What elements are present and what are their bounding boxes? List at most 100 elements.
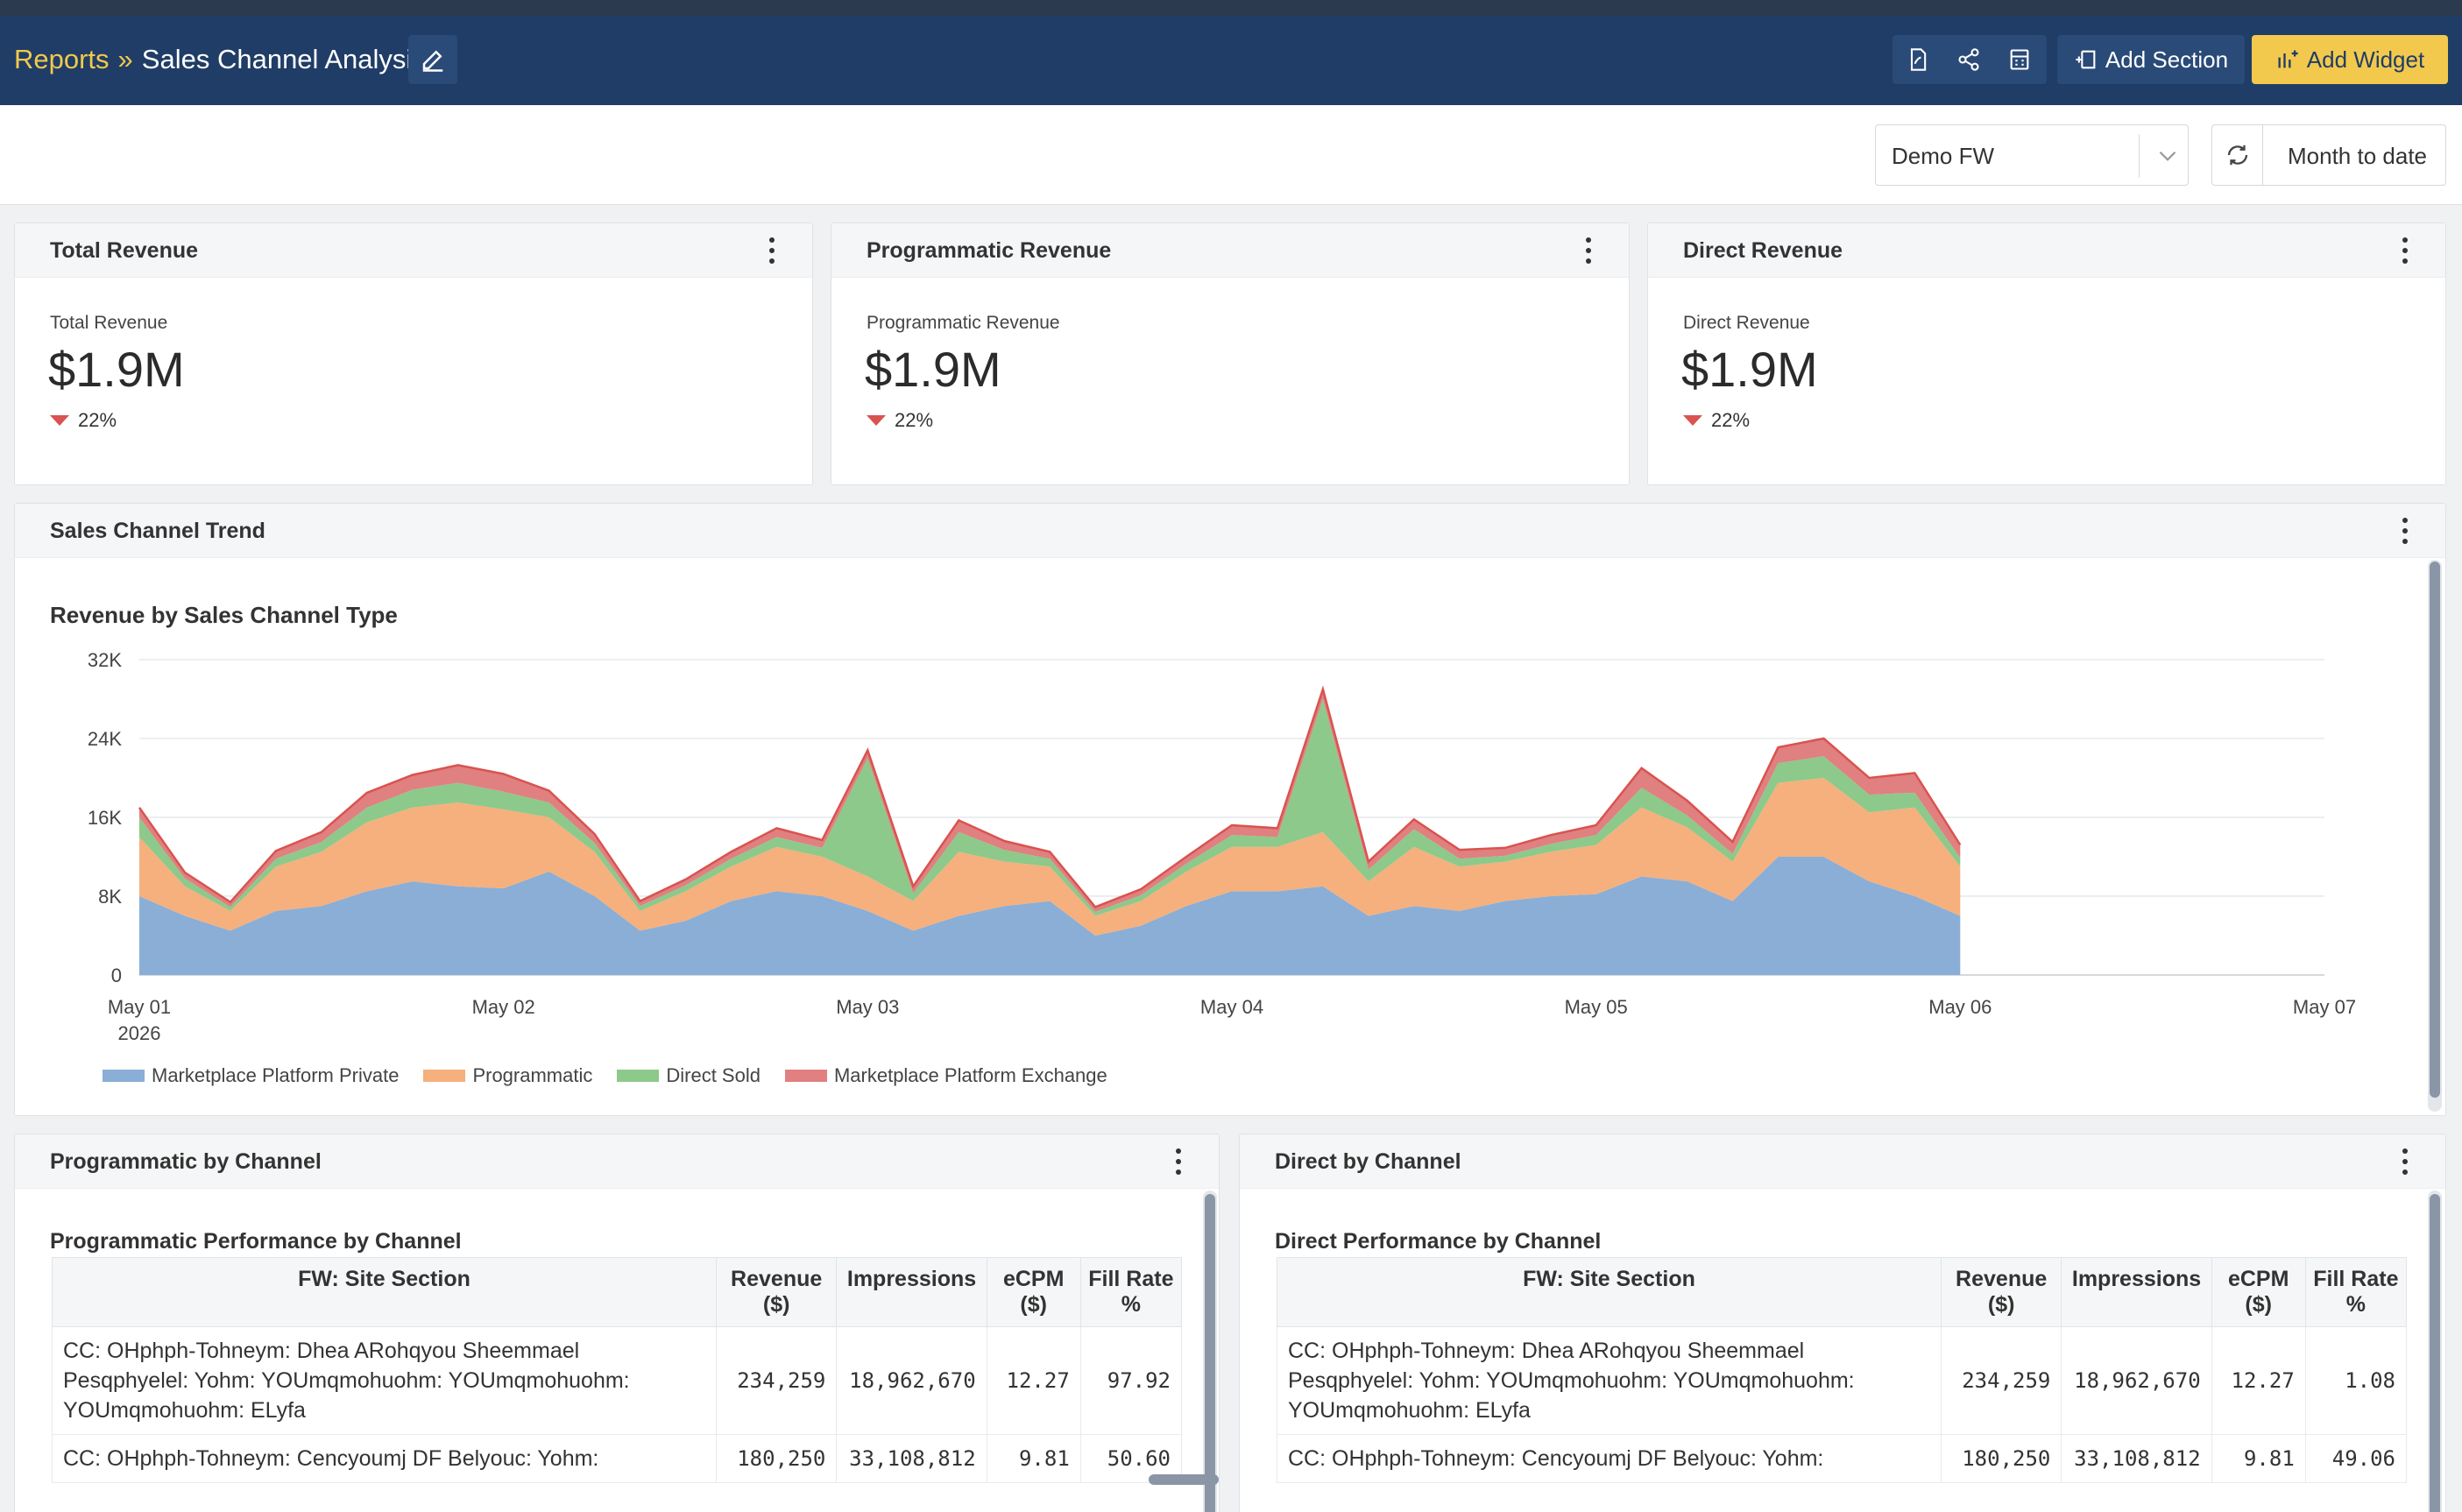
kebab-icon[interactable] [2400, 237, 2410, 264]
legend-item-programmatic[interactable]: Programmatic [423, 1064, 592, 1087]
table-horizontal-scrollbar[interactable] [1149, 1474, 1219, 1485]
table-row[interactable]: CC: OHphph-Tohneym: Cencyoumj DF Belyouc… [52, 1434, 1183, 1483]
direct-card-scrollbar[interactable] [2428, 1191, 2442, 1512]
cell-site-section: CC: OHphph-Tohneym: Cencyoumj DF Belyouc… [52, 1434, 717, 1483]
area-top-outline [138, 685, 1962, 908]
edit-title-button[interactable] [408, 35, 457, 84]
cell-ecpm: 12.27 [986, 1326, 1081, 1435]
kpi-change: 22% [50, 409, 117, 432]
add-widget-button[interactable]: Add Widget [2252, 35, 2448, 84]
cell-ecpm: 9.81 [986, 1434, 1081, 1483]
area-programmatic [139, 778, 1961, 936]
area-private [139, 857, 1961, 975]
x-tick-sublabel: 2026 [118, 1022, 161, 1044]
breadcrumb-reports-link[interactable]: Reports [14, 44, 110, 74]
down-triangle-icon [867, 415, 886, 426]
legend-swatch [617, 1070, 660, 1082]
kpi-card-total-revenue: Total Revenue Total Revenue $1.9M 22% [14, 223, 813, 485]
legend-swatch [103, 1070, 145, 1082]
kpi-label: Total Revenue [50, 313, 168, 333]
direct-by-channel-card: Direct by Channel Direct Performance by … [1239, 1134, 2446, 1512]
card-header: Direct by Channel [1240, 1134, 2445, 1189]
share-button[interactable] [1943, 35, 1994, 84]
page-title: Sales Channel Analysis [141, 44, 426, 74]
refresh-button[interactable] [2212, 125, 2263, 185]
card-title: Programmatic Revenue [867, 238, 1112, 263]
legend-item-exchange[interactable]: Marketplace Platform Exchange [784, 1064, 1107, 1087]
table-row[interactable]: CC: OHphph-Tohneym: Dhea ARohqyou Sheemm… [52, 1326, 1183, 1435]
legend-item-direct-sold[interactable]: Direct Sold [617, 1064, 761, 1087]
network-select-value: Demo FW [1892, 143, 1994, 169]
cell-fill-rate: 49.06 [2304, 1434, 2408, 1483]
programmatic-card-scrollbar[interactable] [1203, 1191, 1217, 1512]
legend-swatch [784, 1070, 827, 1082]
column-header-ecpm[interactable]: eCPM ($) [2211, 1257, 2306, 1327]
cell-site-section: CC: OHphph-Tohneym: Cencyoumj DF Belyouc… [1277, 1434, 1942, 1483]
table-row[interactable]: CC: OHphph-Tohneym: Dhea ARohqyou Sheemm… [1277, 1326, 2408, 1435]
table-header-row: FW: Site Section Revenue ($) Impressions… [52, 1257, 1183, 1327]
kpi-change: 22% [867, 409, 933, 432]
calculator-button[interactable] [1994, 35, 2045, 84]
legend-swatch [423, 1070, 466, 1082]
pdf-icon [1910, 48, 1927, 71]
kebab-icon[interactable] [1583, 237, 1594, 264]
cell-revenue: 234,259 [715, 1326, 838, 1435]
column-header-fill-rate[interactable]: Fill Rate % [2304, 1257, 2408, 1327]
refresh-icon [2227, 145, 2247, 166]
chart-title: Revenue by Sales Channel Type [50, 602, 398, 628]
cell-impressions: 33,108,812 [836, 1434, 987, 1483]
table-title: Programmatic Performance by Channel [50, 1229, 462, 1254]
column-header-ecpm[interactable]: eCPM ($) [986, 1257, 1081, 1327]
card-header: Sales Channel Trend [15, 504, 2445, 558]
cell-fill-rate: 50.60 [1079, 1434, 1183, 1483]
trend-card-scrollbar[interactable] [2428, 560, 2442, 1112]
add-section-icon [2076, 50, 2096, 69]
kebab-icon[interactable] [767, 237, 777, 264]
x-tick-label: May 01 [108, 996, 171, 1018]
network-select[interactable]: Demo FW [1875, 124, 2189, 186]
kebab-icon[interactable] [2400, 518, 2410, 544]
y-tick-label: 24K [88, 728, 122, 750]
export-toolbar [1892, 35, 2047, 84]
x-tick-label: May 05 [1565, 996, 1628, 1018]
card-title: Direct Revenue [1683, 238, 1843, 263]
column-header-revenue[interactable]: Revenue ($) [715, 1257, 838, 1327]
revenue-area-chart: 0 8K 16K 24K 32K May 01 May 02 May 03 May 04 May … [88, 649, 2356, 1044]
kpi-card-programmatic-revenue: Programmatic Revenue Programmatic Revenu… [831, 223, 1630, 485]
cell-ecpm: 12.27 [2211, 1326, 2306, 1435]
x-tick-label: May 04 [1200, 996, 1263, 1018]
kpi-change-value: 22% [78, 409, 117, 431]
legend-label: Marketplace Platform Private [152, 1064, 400, 1086]
column-header-impressions[interactable]: Impressions [836, 1257, 987, 1327]
column-header-site-section[interactable]: FW: Site Section [52, 1257, 717, 1327]
breadcrumb-separator: » [117, 44, 133, 74]
column-header-site-section[interactable]: FW: Site Section [1277, 1257, 1942, 1327]
card-title: Sales Channel Trend [50, 519, 265, 543]
cell-fill-rate: 97.92 [1079, 1326, 1183, 1435]
column-header-fill-rate[interactable]: Fill Rate % [1079, 1257, 1183, 1327]
direct-table: FW: Site Section Revenue ($) Impressions… [1277, 1257, 2408, 1483]
card-title: Direct by Channel [1275, 1149, 1461, 1174]
card-title: Programmatic by Channel [50, 1149, 322, 1174]
cell-fill-rate: 1.08 [2304, 1326, 2408, 1435]
scrollbar-thumb[interactable] [2430, 562, 2440, 1098]
x-tick-label: May 06 [1928, 996, 1992, 1018]
table-row[interactable]: CC: OHphph-Tohneym: Cencyoumj DF Belyouc… [1277, 1434, 2408, 1483]
breadcrumb: Reports » Sales Channel Analysis [14, 44, 426, 75]
column-header-revenue[interactable]: Revenue ($) [1940, 1257, 2062, 1327]
chevron-down-icon[interactable] [2153, 141, 2183, 171]
kpi-value: $1.9M [1681, 342, 1818, 397]
scrollbar-thumb[interactable] [2430, 1194, 2440, 1512]
add-section-button[interactable]: Add Section [2057, 35, 2245, 84]
add-widget-label: Add Widget [2306, 46, 2425, 73]
legend-item-private[interactable]: Marketplace Platform Private [103, 1064, 399, 1087]
kebab-icon[interactable] [1173, 1148, 1184, 1175]
card-title: Total Revenue [50, 238, 199, 263]
column-header-impressions[interactable]: Impressions [2061, 1257, 2212, 1327]
scrollbar-thumb[interactable] [1205, 1194, 1215, 1512]
legend-label: Marketplace Platform Exchange [833, 1064, 1107, 1086]
kpi-change-value: 22% [895, 409, 934, 431]
date-range-picker[interactable]: Month to date [2211, 124, 2446, 186]
kebab-icon[interactable] [2400, 1148, 2410, 1175]
export-pdf-button[interactable] [1892, 35, 1943, 84]
